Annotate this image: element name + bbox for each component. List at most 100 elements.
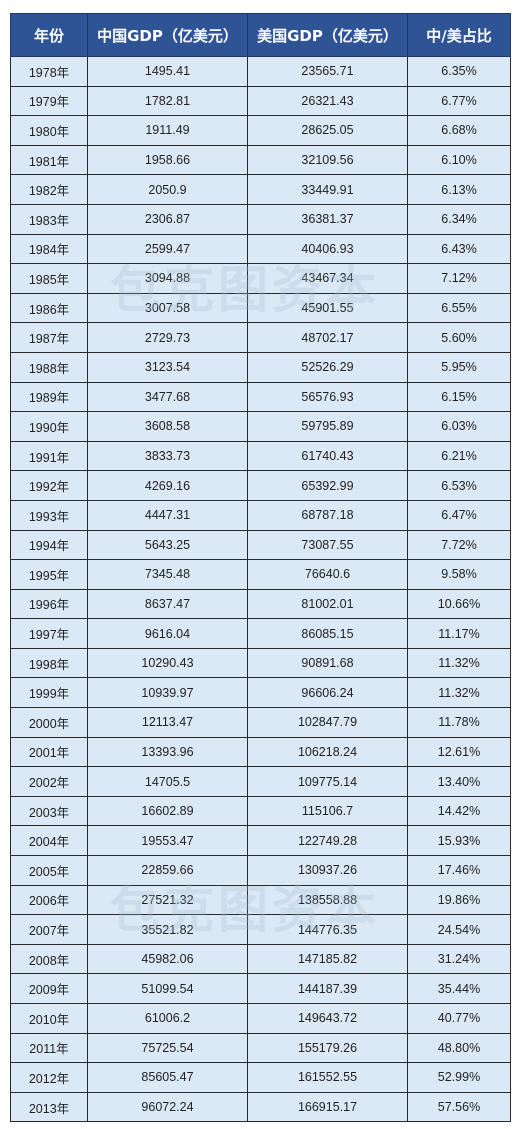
cell-year: 1999年: [10, 677, 88, 709]
header-china-gdp: 中国GDP（亿美元）: [87, 13, 248, 57]
table-row: 1990年 3608.58 59795.89 6.03%: [10, 411, 511, 442]
cell-china-gdp: 3477.68: [87, 381, 248, 413]
cell-china-gdp: 1782.81: [87, 85, 248, 117]
cell-ratio: 11.32%: [407, 677, 511, 709]
cell-year: 1995年: [10, 559, 88, 590]
cell-ratio: 15.93%: [407, 825, 511, 857]
cell-ratio: 9.58%: [407, 559, 511, 590]
table-row: 2009年 51099.54 144187.39 35.44%: [10, 973, 511, 1004]
cell-ratio: 5.60%: [407, 322, 511, 353]
cell-us-gdp: 56576.93: [247, 381, 408, 413]
cell-us-gdp: 130937.26: [247, 855, 408, 886]
cell-year: 1993年: [10, 499, 88, 531]
cell-ratio: 48.80%: [407, 1032, 511, 1064]
cell-china-gdp: 3094.88: [87, 263, 248, 294]
cell-china-gdp: 22859.66: [87, 855, 248, 886]
cell-us-gdp: 106218.24: [247, 736, 408, 768]
cell-china-gdp: 13393.96: [87, 736, 248, 768]
cell-china-gdp: 12113.47: [87, 707, 248, 738]
table-row: 1987年 2729.73 48702.17 5.60%: [10, 322, 511, 353]
cell-year: 1983年: [10, 203, 88, 235]
table-row: 1997年 9616.04 86085.15 11.17%: [10, 618, 511, 649]
cell-ratio: 11.17%: [407, 618, 511, 649]
table-row: 1983年 2306.87 36381.37 6.34%: [10, 203, 511, 235]
cell-year: 2010年: [10, 1003, 88, 1034]
cell-ratio: 6.68%: [407, 115, 511, 146]
table-row: 1984年 2599.47 40406.93 6.43%: [10, 233, 511, 265]
cell-us-gdp: 144776.35: [247, 914, 408, 945]
cell-year: 2009年: [10, 973, 88, 1004]
cell-us-gdp: 155179.26: [247, 1032, 408, 1064]
cell-china-gdp: 96072.24: [87, 1091, 248, 1123]
table-row: 2001年 13393.96 106218.24 12.61%: [10, 736, 511, 768]
cell-china-gdp: 7345.48: [87, 559, 248, 590]
cell-ratio: 6.03%: [407, 411, 511, 442]
cell-year: 1991年: [10, 440, 88, 472]
table-row: 1994年 5643.25 73087.55 7.72%: [10, 529, 511, 561]
cell-year: 1980年: [10, 115, 88, 146]
cell-china-gdp: 2729.73: [87, 322, 248, 353]
cell-ratio: 14.42%: [407, 795, 511, 827]
cell-year: 2003年: [10, 795, 88, 827]
cell-china-gdp: 61006.2: [87, 1003, 248, 1034]
table-row: 1995年 7345.48 76640.6 9.58%: [10, 559, 511, 590]
cell-us-gdp: 32109.56: [247, 144, 408, 176]
table-body: 1978年 1495.41 23565.71 6.35% 1979年 1782.81 263…: [10, 56, 511, 1123]
table-row: 1980年 1911.49 28625.05 6.68%: [10, 115, 511, 146]
table-row: 1992年 4269.16 65392.99 6.53%: [10, 470, 511, 501]
cell-ratio: 13.40%: [407, 766, 511, 797]
cell-us-gdp: 138558.88: [247, 884, 408, 916]
cell-ratio: 35.44%: [407, 973, 511, 1004]
cell-china-gdp: 2050.9: [87, 174, 248, 205]
cell-china-gdp: 16602.89: [87, 795, 248, 827]
table-row: 1988年 3123.54 52526.29 5.95%: [10, 351, 511, 383]
cell-year: 1984年: [10, 233, 88, 265]
cell-us-gdp: 43467.34: [247, 263, 408, 294]
cell-us-gdp: 81002.01: [247, 588, 408, 620]
cell-us-gdp: 33449.91: [247, 174, 408, 205]
cell-year: 2006年: [10, 884, 88, 916]
cell-year: 1987年: [10, 322, 88, 353]
cell-china-gdp: 10939.97: [87, 677, 248, 709]
cell-ratio: 19.86%: [407, 884, 511, 916]
cell-year: 1992年: [10, 470, 88, 501]
cell-ratio: 6.47%: [407, 499, 511, 531]
cell-ratio: 10.66%: [407, 588, 511, 620]
cell-ratio: 6.53%: [407, 470, 511, 501]
cell-year: 1990年: [10, 411, 88, 442]
table-row: 1982年 2050.9 33449.91 6.13%: [10, 174, 511, 205]
table-row: 1985年 3094.88 43467.34 7.12%: [10, 263, 511, 294]
cell-china-gdp: 3608.58: [87, 411, 248, 442]
cell-ratio: 6.13%: [407, 174, 511, 205]
cell-year: 2008年: [10, 943, 88, 975]
cell-ratio: 24.54%: [407, 914, 511, 945]
gdp-table-container: 年份 中国GDP（亿美元） 美国GDP（亿美元） 中/美占比 1978年 1495…: [10, 13, 511, 1123]
cell-year: 1981年: [10, 144, 88, 176]
cell-ratio: 6.35%: [407, 56, 511, 87]
cell-year: 1997年: [10, 618, 88, 649]
cell-ratio: 7.12%: [407, 263, 511, 294]
cell-year: 1979年: [10, 85, 88, 117]
table-row: 1986年 3007.58 45901.55 6.55%: [10, 292, 511, 324]
cell-us-gdp: 61740.43: [247, 440, 408, 472]
table-row: 1996年 8637.47 81002.01 10.66%: [10, 588, 511, 620]
cell-us-gdp: 102847.79: [247, 707, 408, 738]
cell-year: 2011年: [10, 1032, 88, 1064]
table-header: 年份 中国GDP（亿美元） 美国GDP（亿美元） 中/美占比: [10, 13, 511, 57]
cell-china-gdp: 27521.32: [87, 884, 248, 916]
cell-year: 1978年: [10, 56, 88, 87]
cell-ratio: 6.34%: [407, 203, 511, 235]
cell-ratio: 5.95%: [407, 351, 511, 383]
cell-ratio: 6.77%: [407, 85, 511, 117]
cell-year: 2007年: [10, 914, 88, 945]
cell-us-gdp: 68787.18: [247, 499, 408, 531]
cell-year: 1982年: [10, 174, 88, 205]
table-row: 2003年 16602.89 115106.7 14.42%: [10, 795, 511, 827]
cell-china-gdp: 35521.82: [87, 914, 248, 945]
cell-year: 2004年: [10, 825, 88, 857]
cell-year: 2005年: [10, 855, 88, 886]
table-row: 1989年 3477.68 56576.93 6.15%: [10, 381, 511, 413]
cell-china-gdp: 2599.47: [87, 233, 248, 265]
table-row: 2012年 85605.47 161552.55 52.99%: [10, 1062, 511, 1093]
cell-china-gdp: 9616.04: [87, 618, 248, 649]
